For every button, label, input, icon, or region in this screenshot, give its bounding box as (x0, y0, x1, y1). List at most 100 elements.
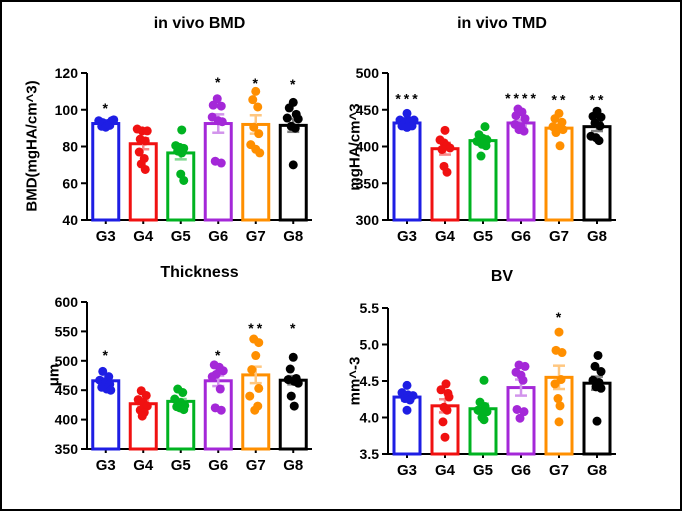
y-tick-label: 4.5 (360, 373, 380, 389)
significance-star: * (103, 100, 111, 116)
data-point (480, 122, 490, 132)
category-label: G3 (397, 462, 417, 479)
y-tick-label: 3.5 (360, 446, 380, 462)
category-label: G4 (435, 228, 456, 245)
data-point (179, 405, 189, 415)
data-point (285, 364, 295, 374)
bar (91, 122, 121, 222)
bmd-chart-canvas: 40 60 80 100 120 G3 * G4 G5 G6 * G7 * G8 * (55, 65, 312, 245)
data-point (441, 379, 451, 389)
data-point (445, 143, 455, 153)
y-tick-label: 500 (356, 65, 380, 81)
data-point (141, 390, 151, 400)
data-point (254, 383, 264, 393)
y-tick-label: 5.5 (360, 300, 380, 316)
data-point (481, 141, 491, 151)
data-point (519, 126, 529, 136)
data-point (553, 394, 563, 404)
bv-chart-canvas: 3.5 4.0 4.5 5.0 5.5 G3 G4 G5 G6 G7 * G8 (360, 300, 616, 479)
data-point (519, 407, 529, 417)
data-point (593, 350, 603, 360)
data-point (249, 122, 259, 132)
data-point (590, 361, 600, 371)
bar (166, 151, 196, 222)
bar (278, 378, 308, 451)
significance-star: ** (552, 91, 569, 107)
chart-panel-bv: 3.5 4.0 4.5 5.0 5.5 G3 G4 G5 G6 G7 * G8 BV mm^-3 (343, 257, 680, 509)
data-point (286, 391, 296, 401)
data-point (178, 388, 188, 398)
significance-star: ** (590, 91, 607, 107)
y-tick-label: 550 (55, 323, 79, 339)
data-point (592, 416, 602, 426)
data-point (216, 101, 226, 111)
data-point (177, 125, 187, 135)
data-point (512, 404, 522, 414)
data-point (247, 365, 257, 375)
chart-title-bv: BV (490, 268, 514, 285)
y-tick-label: 60 (62, 175, 78, 191)
y-tick-label: 5.0 (360, 337, 380, 353)
category-label: G7 (246, 228, 266, 245)
y-tick-label: 400 (356, 139, 380, 155)
category-label: G6 (511, 228, 531, 245)
data-point (550, 379, 560, 389)
data-point (251, 86, 261, 96)
data-point (402, 405, 412, 415)
y-tick-label: 4.0 (360, 410, 380, 426)
data-point (405, 395, 415, 405)
data-point (255, 148, 265, 158)
data-point (109, 115, 119, 125)
bar (203, 122, 233, 222)
data-point (216, 405, 226, 415)
data-point (284, 103, 294, 113)
data-point (596, 112, 606, 122)
chart-title-thickness: Thickness (160, 264, 239, 281)
category-label: G7 (549, 462, 569, 479)
thickness-chart-canvas: 350 400 450 500 550 600 G3 * G4 G5 G6 * G7 ** G8 * (55, 294, 312, 474)
data-point (207, 372, 217, 382)
data-point (98, 366, 108, 376)
category-label: G8 (587, 228, 607, 245)
data-point (254, 338, 264, 348)
category-label: G8 (587, 462, 607, 479)
y-tick-label: 450 (55, 382, 79, 398)
data-point (142, 126, 152, 136)
category-label: G5 (473, 228, 493, 245)
chart-panel-invivo-tmd: 300 350 400 450 500 G3 *** G4 G5 G6 **** G7 ** G8 ** i… (343, 2, 680, 257)
significance-star: ** (248, 320, 265, 336)
data-point (140, 164, 150, 174)
data-point (476, 151, 486, 161)
y-tick-label: 350 (356, 175, 380, 191)
category-label: G3 (397, 228, 417, 245)
category-label: G4 (133, 228, 154, 245)
bar (241, 122, 271, 222)
category-label: G8 (283, 457, 303, 474)
data-point (177, 148, 187, 158)
data-point (558, 125, 568, 135)
data-point (520, 114, 530, 124)
tmd-chart-canvas: 300 350 400 450 500 G3 *** G4 G5 G6 **** G7 ** G8 ** (356, 65, 616, 245)
significance-star: *** (395, 91, 420, 107)
significance-star: * (290, 320, 298, 336)
data-point (290, 123, 300, 133)
data-point (550, 114, 560, 124)
data-point (407, 121, 417, 131)
chart-panel-invivo-bmd: 40 60 80 100 120 G3 * G4 G5 G6 * G7 * G8 * in vivo BMD… (2, 2, 343, 257)
data-point (137, 411, 147, 421)
data-point (551, 128, 561, 138)
category-label: G4 (133, 457, 154, 474)
bar (430, 147, 460, 222)
y-axis-label-thickness: μm (45, 363, 63, 387)
y-tick-label: 600 (55, 294, 79, 310)
significance-star: * (103, 347, 111, 363)
bar (392, 395, 422, 456)
bar (392, 121, 422, 222)
category-label: G8 (283, 228, 303, 245)
data-point (554, 327, 564, 337)
bar (278, 123, 308, 222)
y-tick-label: 120 (55, 65, 79, 81)
significance-star: **** (505, 90, 539, 106)
data-point (520, 361, 530, 371)
data-point (444, 392, 454, 402)
